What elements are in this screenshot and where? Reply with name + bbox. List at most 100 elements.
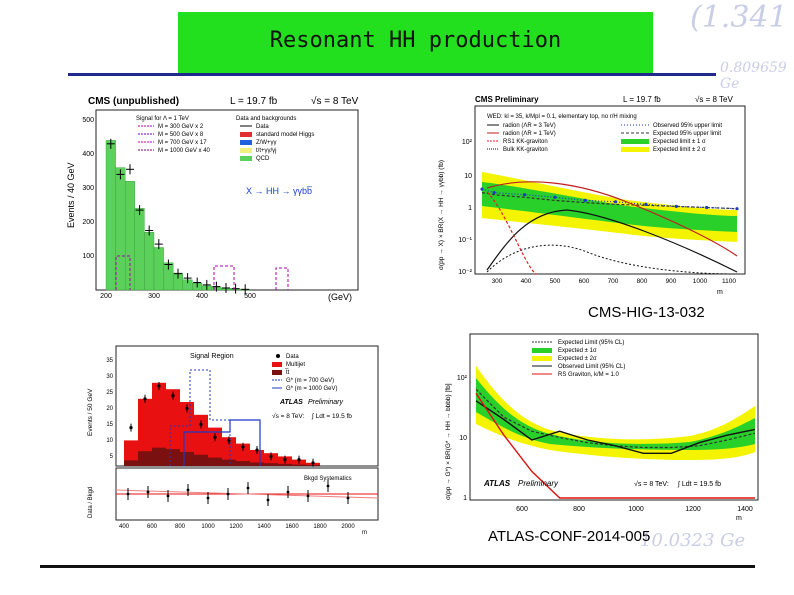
background-watermark: (1.341 [690, 0, 788, 35]
plot1-qcd-bar [134, 208, 145, 291]
plot3-ytick: 25 [106, 390, 113, 396]
plot4-legend-marker [532, 348, 552, 353]
plot2-legend-left-item: radion (ΛR = 3 TeV) [503, 123, 556, 129]
plot3-xtick: 1800 [313, 524, 327, 530]
plot4-xtick: 1000 [628, 506, 644, 513]
plot2-xtick: 600 [579, 278, 590, 285]
plot2-header-left: CMS Preliminary [475, 95, 539, 104]
plot2-observed-point [644, 202, 648, 206]
plot2-ytick: 10⁻¹ [458, 237, 472, 244]
plot4-xaxis: 600 800 1000 1200 1400 [516, 506, 753, 513]
plot1-header-left: CMS (unpublished) [88, 96, 179, 107]
cms-mass-distribution-plot: CMS (unpublished) L = 19.7 fb √s = 8 TeV… [66, 88, 362, 303]
plot2-ytick: 10 [464, 173, 472, 180]
plot3-xtick: 400 [119, 524, 130, 530]
plot2-observed-point [705, 205, 709, 210]
plot1-legend-bkg-item: QCD [256, 156, 270, 162]
plot3-ytick: 10 [106, 438, 113, 444]
plot1-yaxis: 500 400 300 200 100 [82, 117, 94, 260]
plot3-multijet-bar [236, 443, 250, 466]
plot2-legend-right-item: Expected limit ± 1 σ [653, 139, 706, 145]
plot3-region-label: Signal Region [190, 353, 234, 360]
plot2-observed-limit [481, 188, 738, 210]
plot3-signal-700 [169, 369, 231, 466]
plot3-ttbar-bar [166, 449, 180, 466]
plot1-legend-bkg-item: Data [256, 124, 269, 130]
plot2-legend-right-item: Expected 95% upper limit [653, 131, 721, 137]
plot3-ytick: 5 [110, 454, 114, 460]
slide-title: Resonant HH production [269, 28, 562, 53]
plot3-ttbar-bar [138, 451, 152, 466]
plot3-ylabel: Events / 50 GeV [87, 388, 94, 436]
plot2-observed-point [735, 207, 739, 211]
plot2-xtick: 700 [608, 278, 619, 285]
plot1-data-points [106, 138, 250, 295]
plot3-legend-marker [276, 354, 280, 358]
plot3-legend-marker [272, 370, 282, 375]
plot4-legend-item: Observed Limit (95% CL) [558, 364, 625, 370]
plot3-atlas-label: ATLAS [279, 399, 303, 406]
plot3-ratio-legend: Bkgd Systematics [304, 476, 352, 482]
plot2-xtick: 1100 [722, 278, 736, 285]
atlas-limit-plot-svg: Expected Limit (95% CL) Expected ± 1σ Ex… [445, 333, 759, 522]
plot3-legend-item: t̅t [285, 369, 290, 376]
plot3-lumi: ∫ Ldt = 19.5 fb [311, 413, 352, 420]
plot4-ytick: 10² [457, 375, 468, 382]
plot2-radion-1tev [486, 209, 738, 273]
plot3-legend-item: Multijet [286, 362, 305, 368]
plot4-rs-graviton-curve [475, 392, 755, 499]
plot1-legend-bkg-item: Z/W+γγ [256, 140, 277, 146]
plot3-xtick: 600 [147, 524, 158, 530]
plot1-legend-marker [240, 148, 252, 153]
plot1-legend-bkg-item: t/t+γγ/γj [256, 148, 277, 154]
plot3-ytick: 30 [106, 374, 113, 380]
plot1-xtick: 400 [196, 293, 208, 300]
cms-mass-plot-svg: CMS (unpublished) L = 19.7 fb √s = 8 TeV… [66, 95, 359, 302]
plot2-xtick: 900 [666, 278, 677, 285]
plot1-legend-bkg-item: standard model Higgs [256, 132, 314, 138]
plot2-observed-point [613, 200, 618, 204]
plot4-legend-item: Expected Limit (95% CL) [558, 340, 624, 346]
plot3-multijet-bar [124, 440, 138, 466]
plot2-legend-title: WED: kl = 35, k/Mpl = 0.1, elementary to… [487, 114, 637, 120]
plot2-xtick: 400 [521, 278, 532, 285]
plot2-xtick: 1000 [693, 278, 708, 285]
plot2-observed-point [480, 187, 484, 191]
plot3-multijet-bar [138, 398, 152, 466]
plot3-yaxis: 35 30 25 20 15 10 5 [106, 358, 113, 460]
plot3-ytick: 15 [106, 422, 113, 428]
plot3-energy: √s = 8 TeV: [272, 412, 304, 420]
plot3-ttbar-bar [236, 461, 250, 466]
plot1-ytick: 400 [82, 151, 94, 158]
plot4-xtick: 1400 [737, 506, 753, 513]
plot3-ttbar-bar [278, 463, 292, 466]
plot3-ttbar-bar [152, 447, 166, 466]
plot2-observed-point [583, 198, 587, 202]
plot1-header-lumi: L = 19.7 fb [230, 96, 278, 107]
plot2-legend-right-item: Observed 95% upper limit [653, 123, 722, 129]
plot2-xtick: 800 [637, 278, 648, 285]
plot3-xtick: 1400 [257, 524, 271, 530]
plot1-xtick: 500 [244, 293, 256, 300]
plot3-legend-item: Data [286, 354, 299, 360]
plot2-header-sqrt: √s = 8 TeV [695, 95, 733, 104]
plot2-radion-3tev [486, 181, 738, 257]
plot3-xlabel: m [362, 530, 367, 536]
atlas-reference: ATLAS-CONF-2014-005 [488, 528, 651, 545]
plot3-atlas-sub: Preliminary [308, 399, 344, 406]
plot2-bulk-graviton [486, 244, 738, 275]
plot1-ytick: 100 [82, 253, 94, 260]
plot4-yaxis: 10² 10 1 [457, 375, 468, 502]
plot3-ttbar-bar [208, 457, 222, 466]
plot1-signal-curve [115, 255, 131, 290]
plot1-ylabel: Events / 40 GeV [66, 162, 76, 228]
plot4-xtick: 600 [516, 506, 528, 513]
plot2-observed-point [522, 193, 527, 197]
plot3-xaxis: 400 600 800 1000 1200 1400 1600 1800 200… [119, 524, 355, 530]
plot3-xtick: 1600 [285, 524, 299, 530]
plot2-legend-left-item: radion (ΛR = 1 TeV) [503, 131, 556, 137]
plot1-legend-signal-item: M = 700 GeV x 17 [158, 140, 207, 146]
plot1-xlabel: (GeV) [328, 292, 352, 302]
plot1-header-sqrt: √s = 8 TeV [311, 95, 359, 107]
plot2-xlabel: m [717, 289, 723, 296]
